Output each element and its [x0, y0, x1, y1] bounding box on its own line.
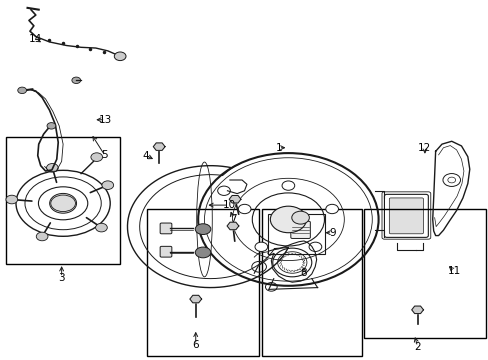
Circle shape	[325, 204, 338, 213]
Bar	[267, 214, 325, 253]
Text: 5: 5	[101, 150, 108, 160]
Text: 13: 13	[99, 115, 112, 125]
Bar	[363, 209, 485, 338]
Circle shape	[91, 153, 102, 161]
Circle shape	[270, 206, 306, 233]
Circle shape	[36, 232, 48, 241]
Circle shape	[308, 242, 321, 252]
Circle shape	[72, 77, 81, 84]
Bar	[5, 137, 120, 264]
FancyBboxPatch shape	[160, 223, 171, 234]
Text: 4: 4	[142, 150, 149, 161]
Text: 6: 6	[192, 340, 199, 350]
FancyBboxPatch shape	[290, 221, 310, 238]
Circle shape	[102, 181, 113, 189]
Text: 8: 8	[300, 268, 306, 278]
Circle shape	[47, 123, 56, 129]
Text: 14: 14	[29, 34, 42, 44]
Polygon shape	[229, 195, 241, 203]
Circle shape	[6, 195, 18, 204]
Text: 2: 2	[413, 342, 420, 352]
Text: 3: 3	[58, 273, 65, 283]
Polygon shape	[411, 306, 423, 314]
Circle shape	[114, 52, 126, 60]
Circle shape	[18, 87, 26, 94]
Bar	[261, 209, 361, 356]
Circle shape	[50, 193, 77, 213]
Polygon shape	[189, 295, 201, 303]
Circle shape	[291, 211, 309, 224]
Ellipse shape	[195, 247, 210, 258]
FancyBboxPatch shape	[388, 198, 423, 234]
Text: 1: 1	[275, 143, 282, 153]
Text: 12: 12	[417, 143, 430, 153]
Polygon shape	[153, 143, 164, 150]
Polygon shape	[226, 222, 238, 230]
Ellipse shape	[195, 224, 210, 234]
Circle shape	[238, 204, 250, 213]
Text: 11: 11	[447, 266, 460, 276]
Circle shape	[282, 181, 294, 190]
Circle shape	[95, 223, 107, 232]
FancyBboxPatch shape	[160, 246, 171, 257]
Text: 7: 7	[229, 215, 236, 224]
Circle shape	[254, 242, 267, 252]
Bar	[147, 209, 259, 356]
Text: 9: 9	[328, 228, 335, 238]
Text: 10: 10	[222, 200, 235, 210]
Circle shape	[46, 163, 58, 172]
